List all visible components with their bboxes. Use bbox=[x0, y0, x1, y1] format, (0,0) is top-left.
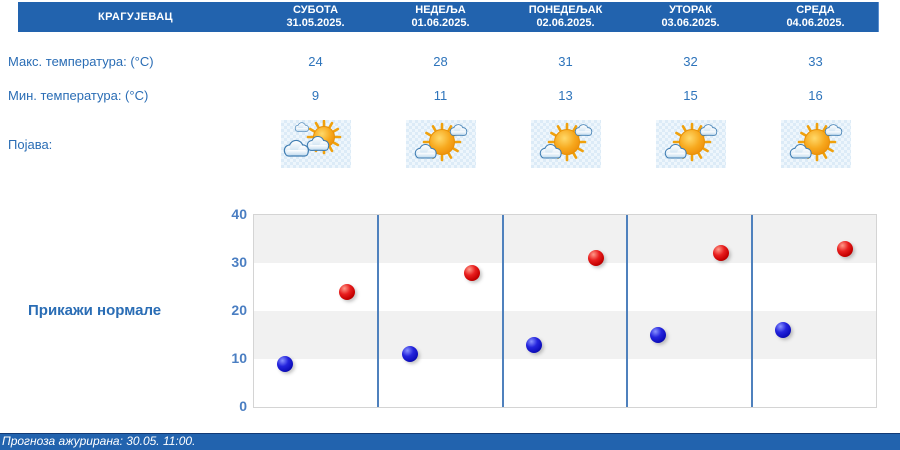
day-date: 04.06.2025. bbox=[786, 17, 845, 29]
max-temp-point bbox=[836, 240, 853, 257]
day-header-cells: СУБОТА 31.05.2025. НЕДЕЉА 01.06.2025. ПО… bbox=[253, 2, 878, 32]
min-temperature-values: 9 11 13 15 16 bbox=[253, 82, 878, 108]
cloud-shape bbox=[449, 124, 467, 136]
cloud-shape bbox=[824, 124, 842, 136]
weather-icon-tile bbox=[280, 119, 351, 168]
max-temp-value: 28 bbox=[433, 53, 448, 69]
max-temp-value: 32 bbox=[683, 53, 698, 69]
day-name: ПОНЕДЕЉАК bbox=[528, 4, 603, 16]
chart-band bbox=[254, 311, 876, 359]
sun-with-clouds-icon bbox=[664, 122, 717, 162]
chart-band bbox=[254, 215, 876, 263]
day-header-1: НЕДЕЉА 01.06.2025. bbox=[378, 2, 503, 32]
forecast-header-bar: КРАГУЈЕВАЦ СУБОТА 31.05.2025. НЕДЕЉА 01.… bbox=[18, 2, 879, 32]
y-tick-label: 10 bbox=[231, 350, 247, 366]
y-tick-label: 30 bbox=[231, 254, 247, 270]
phenomenon-label: Појава: bbox=[8, 136, 53, 152]
day-header-4: СРЕДА 04.06.2025. bbox=[753, 2, 878, 32]
max-temp-point bbox=[712, 245, 729, 262]
forecast-updated-bar: Прогноза ажурирана: 30.05. 11:00. bbox=[0, 433, 900, 450]
max-temperature-row: Макс. температура: (°C) 24 28 31 32 33 bbox=[0, 48, 878, 74]
y-tick-label: 40 bbox=[231, 206, 247, 222]
max-temp-point bbox=[588, 250, 605, 267]
cloud-shape bbox=[283, 139, 309, 157]
day-header-3: УТОРАК 03.06.2025. bbox=[628, 2, 753, 32]
max-temp-point bbox=[463, 264, 480, 281]
forecast-updated-text: Прогноза ажурирана: 30.05. 11:00. bbox=[2, 434, 196, 448]
cloud-shape bbox=[574, 124, 592, 136]
location-name: КРАГУЈЕВАЦ bbox=[98, 11, 173, 23]
cloud-shape bbox=[699, 124, 717, 136]
min-temp-point bbox=[774, 322, 791, 339]
min-temperature-label: Мин. температура: (°C) bbox=[8, 87, 149, 103]
max-temperature-values: 24 28 31 32 33 bbox=[253, 48, 878, 74]
phenomenon-row: Појава: bbox=[0, 119, 878, 168]
day-date: 02.06.2025. bbox=[536, 17, 595, 29]
min-temp-value: 15 bbox=[683, 87, 698, 103]
day-date: 01.06.2025. bbox=[411, 17, 470, 29]
sun-with-clouds-icon bbox=[789, 122, 842, 162]
min-temp-point bbox=[277, 355, 294, 372]
day-header-2: ПОНЕДЕЉАК 02.06.2025. bbox=[503, 2, 628, 32]
weather-icon-tile bbox=[780, 120, 851, 168]
day-name: СРЕДА bbox=[796, 4, 835, 16]
min-temp-value: 9 bbox=[311, 87, 320, 103]
min-temperature-row: Мин. температура: (°C) 9 11 13 15 16 bbox=[0, 82, 878, 108]
show-normals-button[interactable]: Прикажи нормале bbox=[28, 302, 162, 319]
y-tick-label: 0 bbox=[239, 398, 247, 414]
day-name: НЕДЕЉА bbox=[415, 4, 466, 16]
max-temp-value: 31 bbox=[558, 53, 573, 69]
weather-icon-tile bbox=[405, 120, 476, 168]
max-temp-value: 24 bbox=[308, 53, 323, 69]
min-temp-value: 16 bbox=[808, 87, 823, 103]
day-header-0: СУБОТА 31.05.2025. bbox=[253, 2, 378, 32]
max-temp-point bbox=[339, 283, 356, 300]
temperature-chart-plot bbox=[253, 214, 877, 408]
max-temperature-label: Макс. температура: (°C) bbox=[8, 53, 154, 69]
phenomenon-icon-cells bbox=[253, 119, 878, 168]
day-divider-line bbox=[377, 215, 380, 407]
min-temp-value: 11 bbox=[433, 87, 448, 103]
weather-icon-tile bbox=[530, 120, 601, 168]
cloud-shape bbox=[539, 143, 562, 159]
sun-with-clouds-icon bbox=[414, 122, 467, 162]
min-temp-point bbox=[401, 346, 418, 363]
min-temp-point bbox=[525, 336, 542, 353]
cloud-shape bbox=[664, 143, 687, 159]
max-temp-value: 33 bbox=[808, 53, 823, 69]
sun-behind-clouds-icon bbox=[283, 119, 341, 157]
day-divider-line bbox=[626, 215, 629, 407]
day-date: 03.06.2025. bbox=[661, 17, 720, 29]
sun-with-clouds-icon bbox=[539, 122, 592, 162]
day-name: УТОРАК bbox=[669, 4, 712, 16]
weather-icon-tile bbox=[655, 120, 726, 168]
cloud-shape bbox=[789, 143, 812, 159]
min-temp-value: 13 bbox=[558, 87, 573, 103]
cloud-shape bbox=[414, 143, 437, 159]
cloud-shape bbox=[294, 122, 309, 132]
cloud-shape bbox=[306, 135, 329, 151]
day-divider-line bbox=[750, 215, 753, 407]
min-temp-point bbox=[650, 327, 667, 343]
day-name: СУБОТА bbox=[292, 4, 339, 16]
day-date: 31.05.2025. bbox=[286, 17, 345, 29]
day-divider-line bbox=[501, 215, 504, 407]
